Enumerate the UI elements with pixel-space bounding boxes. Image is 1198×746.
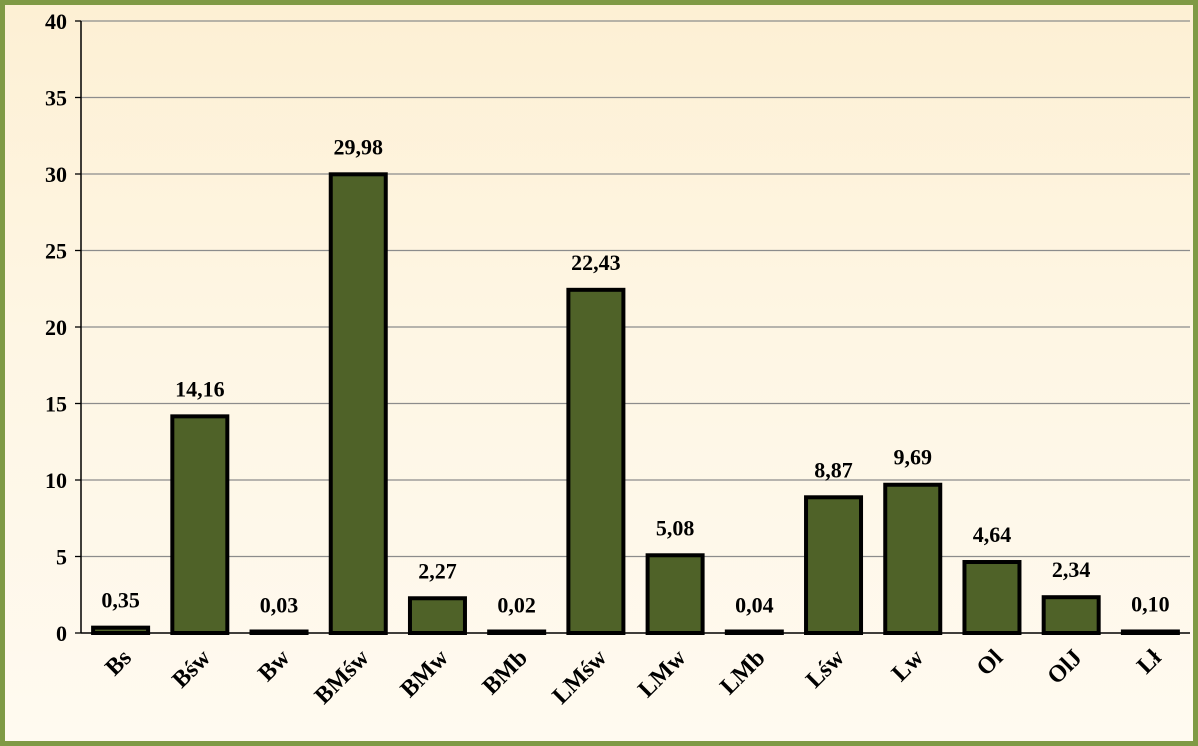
x-category-label: BMśw: [310, 644, 375, 709]
x-category-label: OlJ: [1043, 645, 1088, 690]
x-category-label: Lśw: [801, 644, 850, 693]
data-labels: 0,35 14,16 0,03 29,98 2,27 0,02 22,43 5,08 0,04 8…: [101, 134, 1169, 617]
bar: [1041, 595, 1101, 635]
data-label: 29,98: [334, 134, 384, 159]
y-tick-label: 40: [45, 9, 67, 34]
bars: [91, 172, 1180, 636]
x-category-label: BMb: [478, 645, 533, 700]
data-label: 5,08: [656, 515, 695, 540]
bar: [883, 482, 943, 636]
data-label: 9,69: [894, 445, 933, 470]
data-label: 0,35: [101, 588, 140, 613]
x-category-label: Bśw: [167, 644, 216, 693]
bar: [724, 629, 784, 635]
data-label: 0,03: [260, 593, 299, 618]
x-category-label: LMśw: [548, 644, 613, 709]
x-category-label: Ol: [972, 645, 1009, 682]
bar: [962, 560, 1022, 635]
data-label: 4,64: [973, 522, 1012, 547]
bar: [566, 287, 626, 635]
data-label: 8,87: [814, 457, 853, 482]
y-tick-label: 15: [45, 392, 67, 417]
data-label: 0,10: [1131, 591, 1170, 616]
data-label: 2,27: [418, 558, 457, 583]
y-tick-label: 35: [45, 86, 67, 111]
x-category-label: BMw: [396, 644, 454, 702]
bar: [91, 625, 151, 636]
bar: [487, 629, 547, 635]
bar: [328, 172, 388, 635]
bar: [407, 596, 467, 635]
x-category-label: Bw: [253, 644, 295, 686]
x-category-label: LMb: [715, 645, 770, 700]
data-label: 2,34: [1052, 557, 1091, 582]
x-category-label: LMw: [633, 644, 691, 702]
y-tick-label: 10: [45, 468, 67, 493]
data-label: 22,43: [571, 250, 621, 275]
x-category-label: Bs: [101, 645, 137, 681]
bar: [1120, 629, 1180, 635]
bar: [645, 553, 705, 635]
data-label: 0,04: [735, 592, 774, 617]
data-label: 0,02: [497, 593, 536, 618]
y-tick-label: 25: [45, 239, 67, 264]
x-category-label: Lł: [1132, 645, 1167, 680]
data-label: 14,16: [175, 376, 225, 401]
bar: [804, 495, 864, 635]
gridlines: [81, 20, 1190, 558]
y-tick-label: 20: [45, 315, 67, 340]
x-axis-labels: Bs Bśw Bw BMśw BMw BMb LMśw LMw LMb Lśw Lw Ol OlJ Lł: [101, 644, 1167, 709]
x-category-label: Lw: [887, 644, 929, 686]
y-tick-label: 0: [56, 621, 67, 646]
y-tick-label: 30: [45, 162, 67, 187]
y-tick-label: 5: [56, 545, 67, 570]
bar: [249, 629, 309, 635]
y-axis-ticks: 0 5 10 15 20 25 30 35 40: [45, 9, 81, 646]
bar: [170, 414, 230, 635]
